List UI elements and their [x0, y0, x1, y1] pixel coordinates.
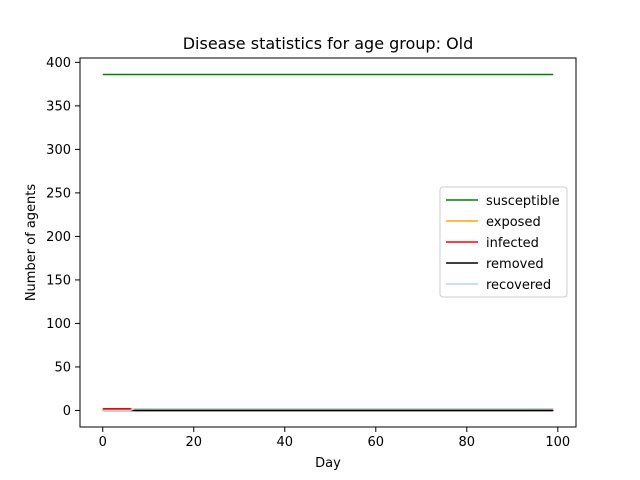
legend-label: removed	[486, 257, 544, 272]
y-tick-label: 100	[46, 317, 71, 332]
y-tick-label: 200	[46, 230, 71, 245]
legend-box	[439, 186, 568, 298]
y-tick-label: 400	[46, 56, 71, 71]
x-tick-label: 40	[276, 435, 293, 450]
y-axis: 0 50 100 150 200 250 300 350 400	[46, 56, 80, 419]
y-tick-label: 300	[46, 143, 71, 158]
chart-title: Disease statistics for age group: Old	[183, 34, 474, 53]
x-tick-label: 80	[459, 435, 476, 450]
y-tick-label: 0	[63, 404, 71, 419]
plot-area-frame	[79, 57, 577, 428]
legend-label: recovered	[486, 278, 551, 293]
y-axis-label: Number of agents	[24, 184, 39, 302]
y-tick-label: 150	[46, 273, 71, 288]
legend-label: exposed	[486, 215, 541, 230]
legend-label: infected	[486, 236, 539, 251]
series-line-recovered	[102, 407, 554, 412]
x-tick-label: 100	[545, 435, 570, 450]
legend-label: susceptible	[486, 194, 560, 209]
x-axis: 0 20 40 60 80 100	[99, 427, 570, 450]
x-tick-label: 60	[368, 435, 385, 450]
legend: susceptible exposed infected removed recover…	[439, 186, 568, 298]
x-axis-label: Day	[315, 456, 341, 471]
x-tick-label: 0	[99, 435, 107, 450]
y-tick-label: 350	[46, 99, 71, 114]
x-tick-label: 20	[185, 435, 202, 450]
y-tick-label: 250	[46, 186, 71, 201]
series-layer	[102, 73, 554, 412]
y-tick-label: 50	[54, 360, 71, 375]
